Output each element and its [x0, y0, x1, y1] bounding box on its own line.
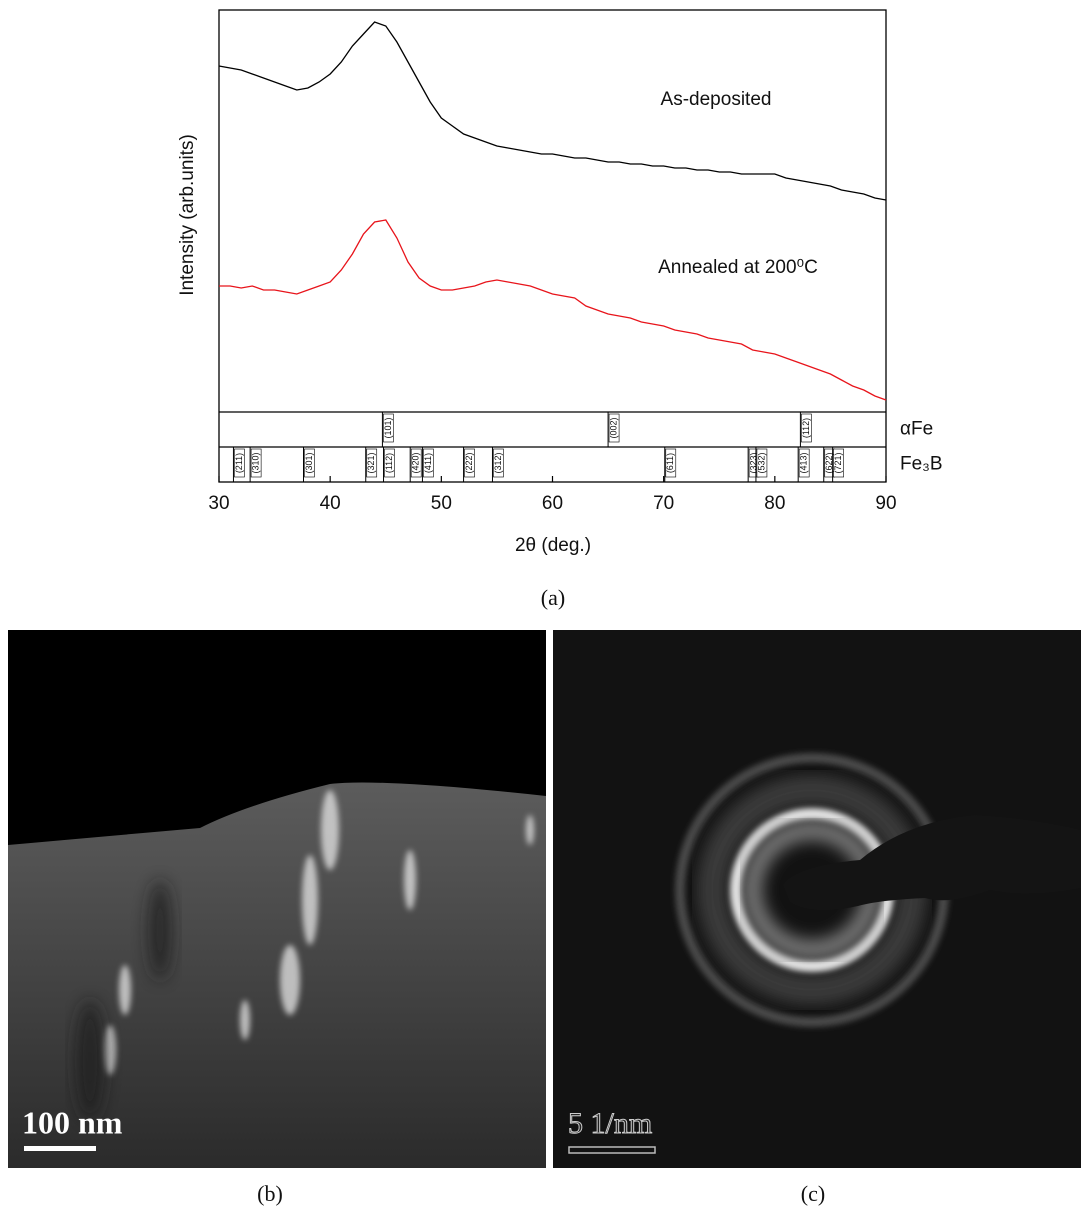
panel-caption: (b) [257, 1181, 283, 1206]
x-tick-label: 70 [653, 493, 674, 514]
x-axis-label: 2θ (deg.) [515, 535, 591, 556]
stick-label: (611) [665, 453, 675, 473]
series-label: As-deposited [661, 89, 772, 110]
stick-label: (312) [493, 452, 503, 473]
x-tick-label: 50 [431, 493, 452, 514]
data-line [219, 220, 886, 400]
panel-caption: (c) [801, 1181, 825, 1206]
series-label: Annealed at 200⁰C [658, 257, 818, 278]
page: {"chart_data": {"type": "line", "panel_l… [0, 0, 1081, 1218]
x-tick-label: 90 [875, 493, 896, 514]
x-tick-label: 40 [320, 493, 341, 514]
diffraction-image [553, 630, 1081, 1168]
stick-label: (112) [801, 418, 811, 438]
stick-label: (721) [833, 452, 843, 473]
tem-image [8, 630, 546, 1168]
stick-label: (411) [423, 453, 433, 473]
stick-label: (002) [608, 417, 618, 438]
x-tick-label: 30 [208, 493, 229, 514]
stick-label: (420) [411, 452, 421, 473]
y-axis-label: Intensity (arb.units) [177, 134, 198, 296]
figure: 2θ (deg.) Intensity (arb.units) (a) 100 … [0, 0, 1081, 1218]
reference-name: αFe [900, 419, 933, 440]
panel-caption: (a) [541, 585, 565, 610]
x-tick-label: 60 [542, 493, 563, 514]
stick-label: (532) [756, 452, 766, 473]
stick-label: (321) [366, 452, 376, 473]
scale-bar-label: 5 1/nm [568, 1107, 652, 1140]
stick-label: (112) [384, 453, 394, 473]
plot-frame [219, 10, 886, 482]
stick-label: (301) [304, 452, 314, 473]
stick-label: (310) [251, 452, 261, 473]
reference-name: Fe₃B [900, 454, 943, 475]
stick-label: (211) [234, 453, 244, 473]
data-line [219, 22, 886, 200]
x-tick-label: 80 [764, 493, 785, 514]
stick-label: (101) [383, 417, 393, 438]
stick-label: (222) [464, 452, 474, 473]
stick-label: (413) [799, 452, 809, 473]
scale-bar-label: 100 nm [22, 1104, 123, 1140]
